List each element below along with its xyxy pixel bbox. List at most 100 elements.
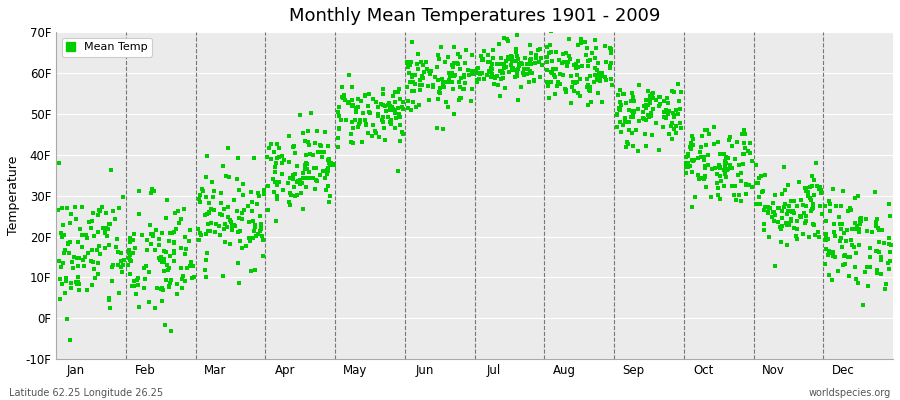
Point <box>508 74 522 80</box>
Point <box>541 82 555 89</box>
Point <box>335 84 349 90</box>
Point <box>661 100 675 106</box>
Point <box>574 36 589 42</box>
Point <box>739 182 753 188</box>
Point <box>570 72 584 78</box>
Point <box>422 97 436 103</box>
Point <box>593 76 608 82</box>
Point <box>789 233 804 239</box>
Point <box>684 146 698 152</box>
Point <box>656 124 670 130</box>
Point <box>590 74 605 80</box>
Point <box>843 254 858 260</box>
Point <box>490 60 504 67</box>
Point <box>145 231 159 237</box>
Point <box>288 192 302 199</box>
Point <box>58 275 73 282</box>
Point <box>388 124 402 131</box>
Point <box>652 147 667 154</box>
Point <box>694 154 708 160</box>
Point <box>346 140 360 147</box>
Point <box>604 76 618 82</box>
Point <box>114 258 129 264</box>
Point <box>495 75 509 82</box>
Point <box>728 182 742 189</box>
Point <box>711 192 725 198</box>
Point <box>849 250 863 256</box>
Point <box>723 162 737 168</box>
Point <box>484 64 499 71</box>
Point <box>347 117 362 123</box>
Point <box>810 183 824 190</box>
Point <box>505 54 519 60</box>
Point <box>199 231 213 237</box>
Point <box>524 50 538 56</box>
Point <box>250 201 265 207</box>
Point <box>718 174 733 180</box>
Point <box>155 230 169 236</box>
Point <box>148 305 162 312</box>
Point <box>773 224 788 230</box>
Point <box>749 180 763 186</box>
Point <box>509 49 524 55</box>
Point <box>870 270 885 276</box>
Point <box>302 169 316 176</box>
Point <box>338 97 352 103</box>
Point <box>275 171 290 178</box>
Point <box>353 117 367 124</box>
Point <box>344 139 358 146</box>
Point <box>697 154 711 160</box>
Point <box>196 188 211 194</box>
Point <box>492 68 507 74</box>
Legend: Mean Temp: Mean Temp <box>62 38 152 57</box>
Point <box>762 234 777 240</box>
Point <box>392 96 407 102</box>
Point <box>386 106 400 112</box>
Point <box>391 105 405 112</box>
Point <box>749 200 763 207</box>
Point <box>498 85 512 92</box>
Point <box>85 282 99 288</box>
Point <box>319 187 333 193</box>
Point <box>558 50 572 56</box>
Point <box>248 233 263 240</box>
Point <box>821 235 835 242</box>
Point <box>832 213 846 220</box>
Point <box>309 165 323 171</box>
Point <box>471 70 485 76</box>
Point <box>667 126 681 132</box>
Point <box>564 100 579 107</box>
Point <box>102 242 116 249</box>
Point <box>208 229 222 235</box>
Point <box>838 261 852 267</box>
Point <box>466 71 481 78</box>
Point <box>514 84 528 90</box>
Point <box>883 213 897 219</box>
Point <box>579 52 593 58</box>
Point <box>523 42 537 48</box>
Point <box>154 285 168 292</box>
Point <box>230 229 245 236</box>
Point <box>322 158 337 164</box>
Point <box>148 247 163 254</box>
Point <box>573 76 588 83</box>
Point <box>697 176 711 182</box>
Point <box>301 128 315 134</box>
Point <box>82 219 96 225</box>
Point <box>849 226 863 232</box>
Point <box>401 64 416 70</box>
Point <box>636 116 651 122</box>
Point <box>262 145 276 151</box>
Point <box>223 241 238 247</box>
Point <box>140 237 154 244</box>
Point <box>521 66 535 72</box>
Point <box>159 262 174 268</box>
Point <box>453 66 467 72</box>
Point <box>332 113 347 119</box>
Point <box>833 203 848 210</box>
Point <box>847 244 861 250</box>
Point <box>216 163 230 169</box>
Point <box>622 106 636 113</box>
Point <box>78 254 93 260</box>
Point <box>91 228 105 235</box>
